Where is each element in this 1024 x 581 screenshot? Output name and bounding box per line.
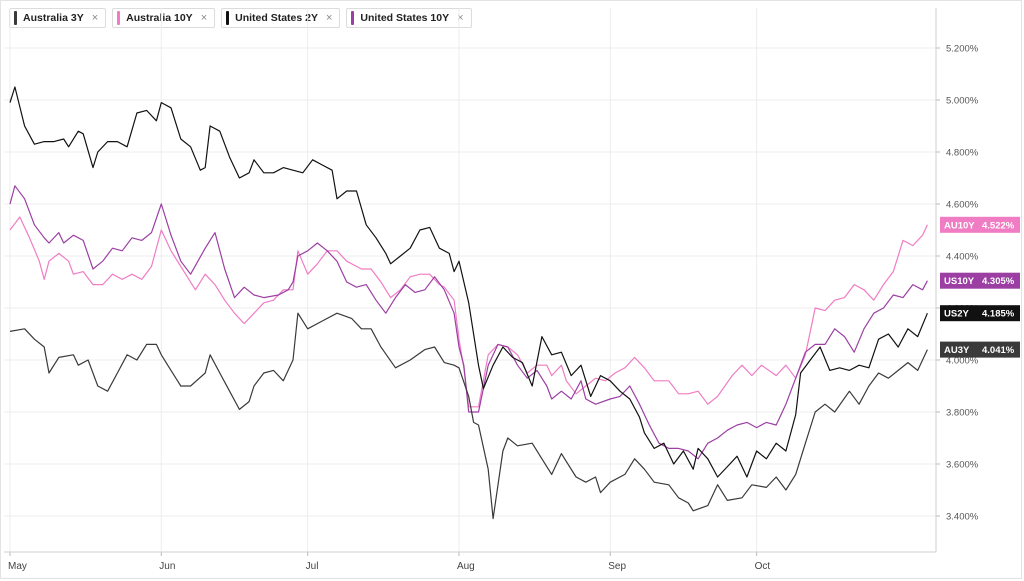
x-tick-label: Aug bbox=[457, 561, 475, 572]
last-value-tag-value: 4.185% bbox=[982, 309, 1015, 320]
x-tick-label: Sep bbox=[608, 561, 626, 572]
y-tick-label: 5.000% bbox=[946, 96, 979, 107]
last-value-tag-value: 4.041% bbox=[982, 345, 1015, 356]
y-tick-label: 3.400% bbox=[946, 512, 979, 523]
series-line-au10y[interactable] bbox=[9, 216, 928, 408]
last-value-tag-name: US10Y bbox=[944, 276, 975, 287]
legend-label: Australia 10Y bbox=[126, 12, 193, 24]
close-icon[interactable]: × bbox=[91, 12, 99, 24]
y-tick-label: 3.600% bbox=[946, 460, 979, 471]
legend-label: United States 10Y bbox=[360, 12, 450, 24]
legend-chip-australia-3y[interactable]: Australia 3Y × bbox=[9, 8, 107, 28]
legend-label: Australia 3Y bbox=[23, 12, 84, 24]
legend-swatch bbox=[14, 11, 17, 25]
legend-swatch bbox=[351, 11, 355, 25]
close-icon[interactable]: × bbox=[457, 12, 464, 24]
legend-chip-united-states-2y[interactable]: United States 2Y × bbox=[221, 8, 341, 28]
y-tick-label: 4.600% bbox=[946, 200, 979, 211]
series-line-us10y[interactable] bbox=[9, 185, 928, 460]
x-tick-label: May bbox=[8, 561, 27, 572]
legend-swatch bbox=[117, 11, 121, 25]
series-line-au3y[interactable] bbox=[9, 312, 928, 520]
x-tick-label: Oct bbox=[755, 561, 771, 572]
last-value-tag-au3y bbox=[940, 341, 1020, 358]
y-tick-label: 4.800% bbox=[946, 148, 979, 159]
y-tick-label: 4.400% bbox=[946, 252, 979, 263]
legend-label: United States 2Y bbox=[235, 12, 318, 24]
last-value-tag-name: US2Y bbox=[944, 309, 969, 320]
last-value-tag-us10y bbox=[940, 272, 1020, 289]
y-tick-label: 3.800% bbox=[946, 408, 979, 419]
x-tick-label: Jul bbox=[306, 561, 319, 572]
x-tick-label: Jun bbox=[159, 561, 175, 572]
y-tick-label: 4.000% bbox=[946, 356, 979, 367]
close-icon[interactable]: × bbox=[200, 12, 208, 24]
y-tick-label: 5.200% bbox=[946, 44, 979, 55]
legend: Australia 3Y × Australia 10Y × United St… bbox=[9, 8, 472, 28]
last-value-tag-value: 4.522% bbox=[982, 220, 1015, 231]
last-value-tag-us2y bbox=[940, 305, 1020, 322]
last-value-tag-name: AU10Y bbox=[944, 220, 975, 231]
close-icon[interactable]: × bbox=[325, 12, 333, 24]
last-value-tag-value: 4.305% bbox=[982, 276, 1015, 287]
last-value-tag-au10y bbox=[940, 216, 1020, 233]
last-value-tag-name: AU3Y bbox=[944, 345, 970, 356]
series-line-us2y[interactable] bbox=[9, 86, 928, 478]
legend-chip-australia-10y[interactable]: Australia 10Y × bbox=[112, 8, 216, 28]
legend-swatch bbox=[226, 11, 230, 25]
legend-chip-united-states-10y[interactable]: United States 10Y × bbox=[346, 8, 472, 28]
